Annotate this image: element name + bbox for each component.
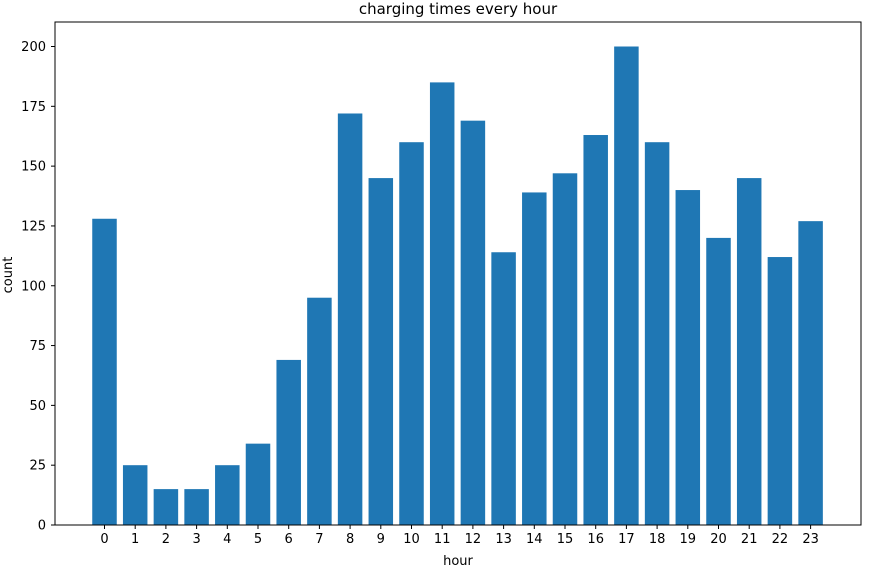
chart-title: charging times every hour [359,0,558,18]
bar-hour-19 [675,190,701,526]
x-tick-label: 1 [131,532,139,547]
y-axis-label: count [1,257,16,294]
y-tick-label: 150 [21,160,46,175]
y-tick-label: 0 [38,519,46,534]
bar-hour-15 [552,173,578,526]
x-axis-ticks: 0 1 2 3 4 5 6 7 8 9 10 11 12 13 14 15 16 17 18 19 20 21 22 23 [100,525,819,547]
x-tick-label: 9 [377,532,385,547]
x-tick-label: 10 [403,532,420,547]
x-tick-label: 8 [346,532,354,547]
bar-hour-6 [276,359,301,525]
bar-hour-7 [307,297,332,525]
bar-hour-13 [491,252,516,525]
x-tick-label: 19 [680,532,697,547]
y-axis-ticks: 0 25 50 75 100 125 150 175 200 [21,40,55,534]
x-tick-label: 5 [254,532,262,547]
plot-frame [54,21,862,526]
x-tick-label: 14 [526,532,543,547]
x-tick-label: 7 [315,532,323,547]
y-tick-label: 50 [29,399,46,414]
bar-hour-18 [644,142,670,525]
bar-hour-11 [429,82,455,525]
x-tick-label: 13 [495,532,512,547]
bar-hour-22 [767,257,793,525]
y-tick-label: 125 [21,219,46,234]
bar-hour-20 [706,237,731,525]
x-tick-label: 3 [192,532,200,547]
bar-hour-3 [184,489,209,525]
x-tick-label: 16 [587,532,604,547]
bar-hour-17 [614,46,639,525]
x-tick-label: 18 [649,532,666,547]
bar-hour-14 [522,192,547,525]
x-tick-label: 12 [465,532,482,547]
y-tick-label: 200 [21,40,46,55]
bar-hour-10 [399,142,424,525]
bar-hour-23 [798,221,823,525]
x-tick-label: 6 [285,532,293,547]
bar-hour-21 [736,178,762,525]
x-tick-label: 20 [710,532,727,547]
x-tick-label: 17 [618,532,635,547]
bar-hour-16 [583,135,608,525]
bar-hour-9 [368,178,394,525]
y-tick-label: 25 [29,459,46,474]
bar-hour-1 [122,465,148,525]
y-tick-label: 175 [21,100,46,115]
y-tick-label: 75 [29,339,46,354]
bar-hour-5 [245,443,271,525]
x-tick-label: 2 [162,532,170,547]
x-tick-label: 21 [741,532,758,547]
bar-hour-8 [337,113,363,526]
x-tick-label: 15 [557,532,574,547]
bar-hour-4 [215,465,240,525]
x-tick-label: 23 [802,532,819,547]
x-axis-label: hour [443,554,473,569]
x-tick-label: 0 [100,532,108,547]
bar-hour-12 [460,120,486,526]
x-tick-label: 4 [223,532,231,547]
y-tick-label: 100 [21,279,46,294]
x-tick-label: 22 [772,532,789,547]
bars-group [92,46,823,526]
bar-hour-2 [153,489,179,525]
x-tick-label: 11 [434,532,451,547]
bar-hour-0 [92,218,117,525]
